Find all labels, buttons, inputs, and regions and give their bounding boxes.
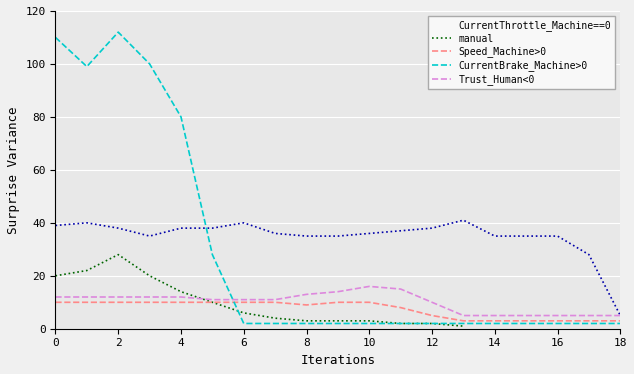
Legend: CurrentThrottle_Machine==0, manual, Speed_Machine>0, CurrentBrake_Machine>0, Tru: CurrentThrottle_Machine==0, manual, Spee…: [428, 16, 616, 89]
X-axis label: Iterations: Iterations: [301, 354, 375, 367]
Y-axis label: Surprise Variance: Surprise Variance: [7, 106, 20, 234]
